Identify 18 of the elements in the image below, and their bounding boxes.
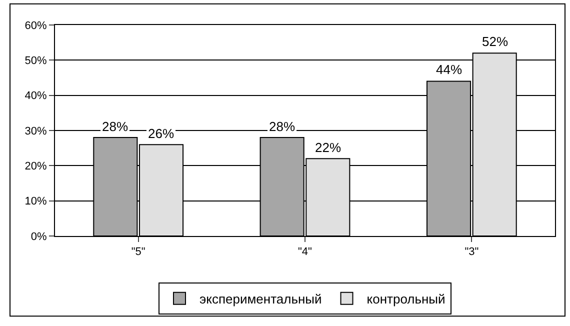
x-tick-label: "4" bbox=[298, 246, 312, 258]
x-tick-label: "5" bbox=[131, 246, 146, 258]
y-tick-label: 0% bbox=[30, 230, 48, 243]
y-tick-label: 40% bbox=[24, 90, 48, 102]
y-tick-label: 20% bbox=[24, 160, 48, 173]
data-label: 44% bbox=[436, 62, 462, 77]
legend-label: экспериментальный bbox=[200, 291, 322, 306]
data-label: 26% bbox=[148, 126, 174, 141]
data-label: 52% bbox=[482, 34, 508, 49]
y-tick-label: 30% bbox=[24, 125, 48, 138]
data-label: 28% bbox=[269, 119, 296, 134]
y-tick-label: 50% bbox=[24, 55, 48, 68]
y-tick-label: 10% bbox=[24, 196, 48, 208]
legend-label: контрольный bbox=[366, 291, 446, 306]
data-label: 22% bbox=[315, 140, 342, 155]
x-tick-label: "3" bbox=[464, 246, 479, 258]
data-label: 28% bbox=[102, 119, 128, 134]
y-tick-label: 60% bbox=[24, 20, 48, 32]
